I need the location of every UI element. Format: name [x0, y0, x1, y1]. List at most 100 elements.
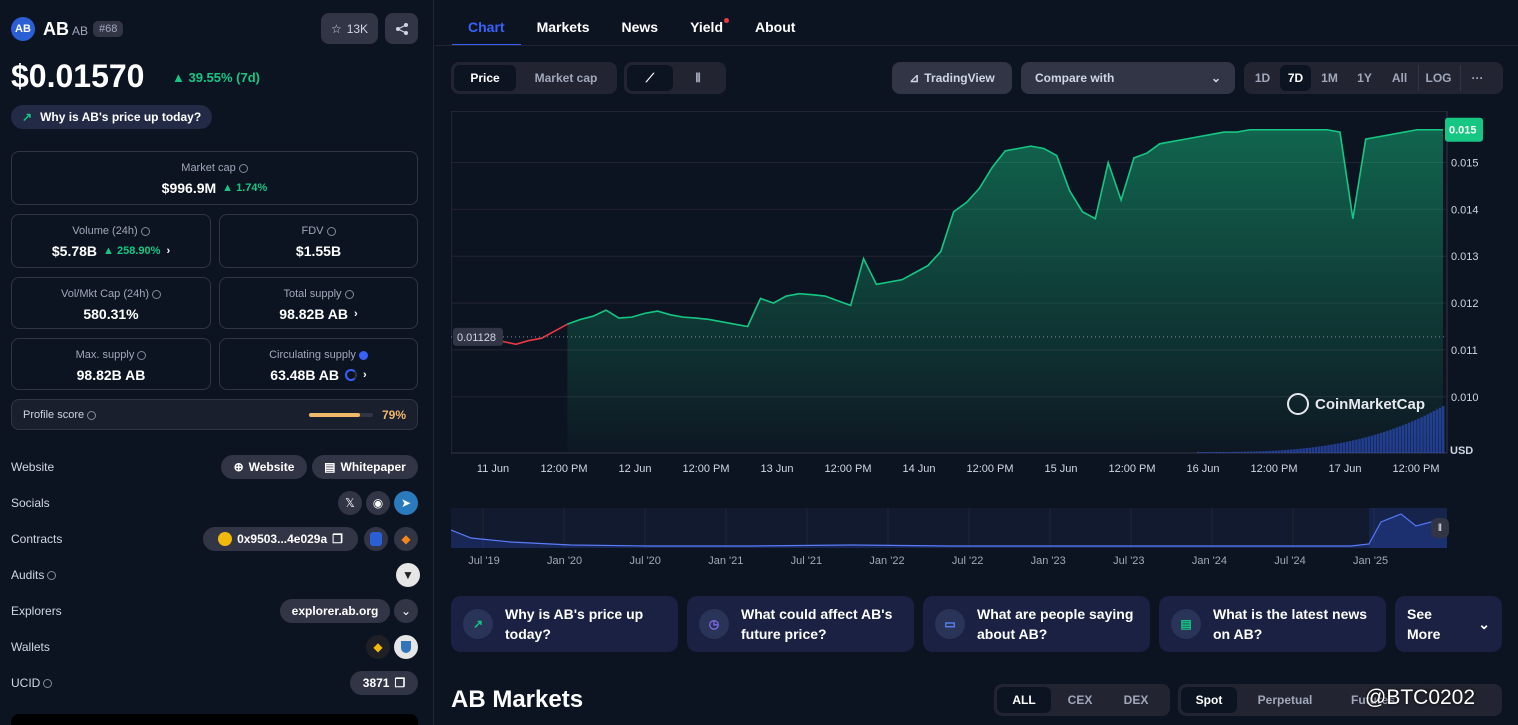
news-icon: ▤: [1171, 609, 1201, 639]
volume-bar: [1280, 450, 1284, 453]
github-icon[interactable]: ◉: [366, 491, 390, 515]
profile-score-row[interactable]: Profile score 79%: [11, 399, 418, 430]
filter-all[interactable]: ALL: [997, 687, 1051, 713]
volume-bar: [1352, 440, 1355, 453]
line-chart-icon[interactable]: ⟋: [627, 65, 673, 91]
market-cap-toggle[interactable]: Market cap: [534, 71, 598, 85]
ucid-chip[interactable]: 3871 ❐: [350, 671, 418, 695]
circulating-supply-card[interactable]: Circulating supply 63.48B AB ›: [219, 338, 418, 390]
volume-bar: [1255, 451, 1259, 453]
whitepaper-button-label: Whitepaper: [340, 460, 406, 474]
range-1d[interactable]: 1D: [1254, 71, 1271, 85]
trust-wallet-icon[interactable]: [394, 635, 418, 659]
overview-tick-label: Jul '20: [629, 555, 661, 567]
tab-yield[interactable]: Yield: [674, 0, 739, 46]
tab-news[interactable]: News: [621, 19, 659, 35]
chat-icon: ▭: [935, 609, 965, 639]
type-perpetual[interactable]: Perpetual: [1257, 693, 1313, 707]
chain-icon[interactable]: [364, 527, 388, 551]
tab-about[interactable]: About: [755, 19, 796, 35]
volume-bar: [1370, 435, 1374, 453]
bottom-banner: [11, 714, 418, 725]
market-type-filter: Spot Perpetual Futures: [1178, 684, 1502, 716]
range-1y[interactable]: 1Y: [1357, 71, 1372, 85]
x-tick-label: 12:00 PM: [682, 463, 730, 475]
question-card[interactable]: ▭ What are people saying about AB?: [923, 596, 1150, 652]
tab-markets[interactable]: Markets: [536, 19, 590, 35]
info-icon[interactable]: [152, 289, 162, 299]
info-icon[interactable]: [43, 679, 53, 689]
market-cap-value: $996.9M: [161, 180, 217, 196]
type-futures[interactable]: Futures: [1350, 693, 1395, 707]
market-cap-change-value: 1.74%: [236, 182, 268, 194]
volume-bar: [1395, 427, 1398, 453]
binance-wallet-icon[interactable]: ◆: [366, 635, 390, 659]
explorer-button[interactable]: explorer.ab.org: [280, 599, 390, 623]
see-more-label: See More: [1407, 606, 1441, 642]
info-icon[interactable]: [87, 410, 97, 420]
total-supply-card[interactable]: Total supply 98.82B AB ›: [219, 277, 418, 329]
telegram-icon[interactable]: ➤: [394, 491, 418, 515]
volume-bar: [1423, 415, 1426, 453]
volume-bar: [1209, 451, 1212, 453]
volume-bar: [1197, 452, 1200, 453]
overview-tick-label: Jul '19: [468, 555, 500, 567]
max-supply-value: 98.82B AB: [76, 367, 146, 383]
copy-icon[interactable]: ❐: [394, 676, 406, 690]
chevron-down-icon[interactable]: ⌄: [394, 599, 418, 623]
overview-line: [451, 513, 1447, 547]
log-toggle[interactable]: LOG: [1418, 65, 1458, 91]
info-icon[interactable]: [137, 350, 147, 360]
overview-chart[interactable]: [451, 508, 1447, 548]
contract-address-chip[interactable]: 0x9503...4e029a ❐: [203, 527, 358, 551]
tradingview-button[interactable]: ⊿ TradingView: [892, 62, 1012, 94]
filter-dex[interactable]: DEX: [1123, 693, 1149, 707]
question-card[interactable]: ▤ What is the latest news on AB?: [1159, 596, 1386, 652]
y-tick-label: 0.012: [1451, 298, 1479, 310]
volume-bar: [1426, 414, 1429, 453]
share-button[interactable]: [385, 13, 418, 44]
cmc-logo-icon: [1287, 393, 1309, 415]
overview-tick-label: Jul '23: [1113, 555, 1145, 567]
notification-dot: [724, 18, 729, 23]
question-card[interactable]: ◷ What could affect AB's future price?: [687, 596, 914, 652]
x-twitter-icon[interactable]: 𝕏: [338, 491, 362, 515]
website-button[interactable]: ⊕ Website: [221, 455, 307, 479]
x-tick-label: 17 Jun: [1328, 463, 1362, 475]
more-options-button[interactable]: ···: [1460, 65, 1494, 91]
tab-chart[interactable]: Chart: [452, 0, 521, 46]
why-price-up-pill[interactable]: ↗ Why is AB's price up today?: [11, 105, 213, 129]
range-7d[interactable]: 7D: [1280, 65, 1311, 91]
chart-type-toggle: ⟋ ⫴: [624, 62, 726, 94]
coinmarketcap-watermark: CoinMarketCap: [1287, 393, 1425, 415]
metamask-icon[interactable]: ◆: [394, 527, 418, 551]
filter-cex[interactable]: CEX: [1067, 693, 1093, 707]
question-card[interactable]: ↗ Why is AB's price up today?: [451, 596, 678, 652]
volume-card[interactable]: Volume (24h) $5.78B ▲ 258.90% ›: [11, 214, 211, 268]
info-icon[interactable]: [326, 226, 336, 236]
question-text: What could affect AB's future price?: [741, 606, 893, 642]
range-all[interactable]: All: [1391, 71, 1408, 85]
watchlist-button[interactable]: ☆ 13K: [321, 13, 378, 44]
chevron-down-icon: ⌄: [1478, 616, 1490, 632]
volume-bar: [1240, 451, 1243, 453]
price-toggle[interactable]: Price: [454, 65, 516, 91]
price-chart[interactable]: 0.015 0.014 0.013 0.012 0.011 0.010 0.01128 0.0…: [451, 111, 1518, 456]
compare-with-dropdown[interactable]: Compare with ⌄: [1021, 62, 1235, 94]
whitepaper-button[interactable]: ▤ Whitepaper: [312, 455, 418, 479]
volume-bar: [1358, 438, 1361, 453]
info-icon[interactable]: [47, 571, 57, 581]
candlestick-icon[interactable]: ⫴: [695, 70, 701, 85]
range-handle[interactable]: ‖: [1431, 518, 1449, 538]
exchange-filter: ALL CEX DEX: [994, 684, 1170, 716]
copy-icon[interactable]: ❐: [332, 532, 343, 546]
info-icon[interactable]: [238, 163, 248, 173]
info-icon[interactable]: [140, 226, 150, 236]
see-more-button[interactable]: See More ⌄: [1395, 596, 1502, 652]
range-1m[interactable]: 1M: [1321, 71, 1338, 85]
audit-shield-icon[interactable]: ▼: [396, 563, 420, 587]
volume-bar: [1404, 423, 1408, 453]
info-icon[interactable]: [344, 289, 354, 299]
type-spot[interactable]: Spot: [1181, 687, 1237, 713]
supply-ring-icon: [345, 369, 358, 381]
